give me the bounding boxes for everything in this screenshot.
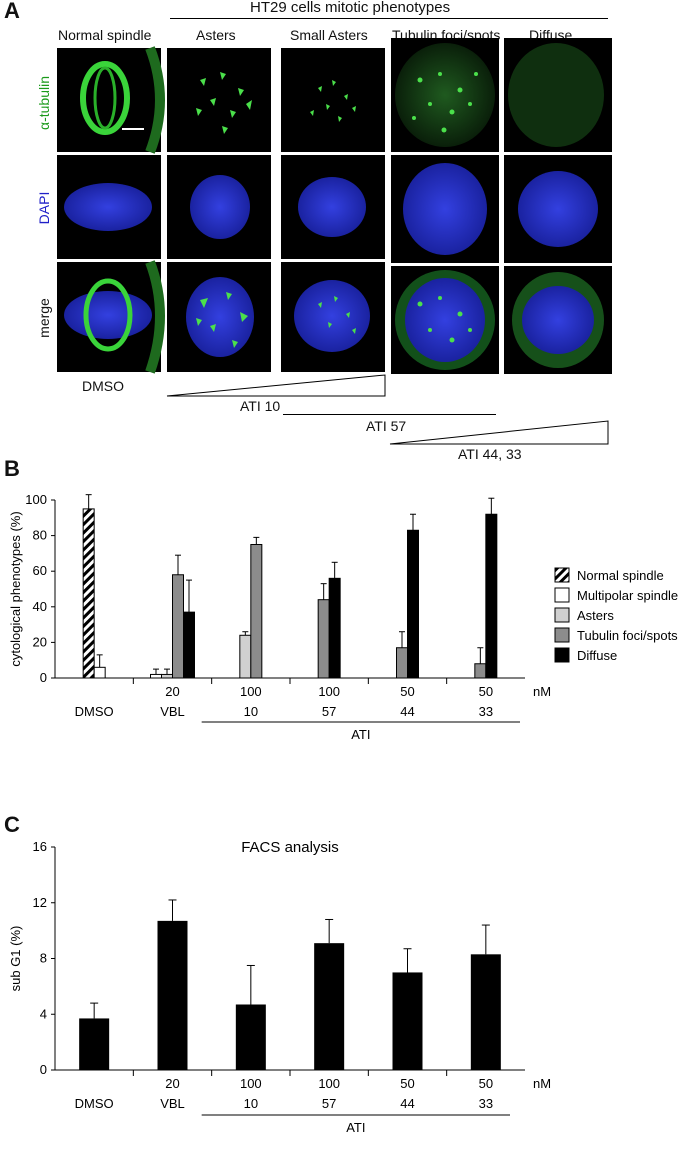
bar-b (183, 611, 195, 679)
y-tick-label-b: 0 (40, 670, 47, 685)
x-top-label-c: 100 (318, 1076, 340, 1091)
legend-label-b: Tubulin foci/spots (577, 628, 678, 643)
x-bottom-label-c: 44 (400, 1096, 414, 1111)
y-tick-label-b: 60 (33, 563, 47, 578)
panel-b-letter: B (4, 456, 20, 481)
y-tick-label-c: 0 (40, 1062, 47, 1077)
panel-a-title: HT29 cells mitotic phenotypes (250, 0, 451, 16)
bar-b (474, 663, 487, 679)
x-bottom-label-c: 57 (322, 1096, 336, 1111)
x-bottom-label-c: 10 (244, 1096, 258, 1111)
bar-c (392, 972, 423, 1070)
bar-b (328, 577, 341, 679)
x-bottom-label-b: 57 (322, 704, 336, 719)
ati-label-c: ATI (346, 1120, 365, 1135)
x-top-label-c: 100 (240, 1076, 262, 1091)
bar-b (407, 529, 419, 679)
bar-b (172, 574, 184, 679)
y-tick-label-c: 4 (40, 1006, 47, 1021)
bar-c (157, 920, 188, 1070)
bar-c (470, 954, 501, 1070)
ati4433-wedge (389, 420, 609, 445)
unit-label-c: nM (533, 1076, 551, 1091)
x-bottom-label-c: 33 (479, 1096, 493, 1111)
legend-swatch-b (554, 587, 570, 603)
y-tick-label-b: 20 (33, 634, 47, 649)
x-bottom-label-b: 33 (479, 704, 493, 719)
bar-b (317, 599, 330, 679)
bar-b (250, 544, 263, 679)
y-tick-label-b: 40 (33, 599, 47, 614)
col-header-normal-spindle: Normal spindle (58, 27, 152, 43)
legend-label-b: Normal spindle (577, 568, 664, 583)
label-ati10: ATI 10 (240, 398, 281, 414)
bar-c (79, 1018, 110, 1070)
y-tick-label-b: 80 (33, 528, 47, 543)
x-top-label-c: 50 (400, 1076, 414, 1091)
x-top-label-b: 100 (240, 684, 262, 699)
bar-c (235, 1004, 266, 1070)
bar-b (150, 673, 162, 679)
ati-label-b: ATI (351, 727, 370, 742)
x-bottom-label-b: VBL (160, 704, 185, 719)
x-bottom-label-c: DMSO (75, 1096, 114, 1111)
legend-label-b: Diffuse (577, 648, 617, 663)
bar-b (93, 666, 106, 679)
y-axis-title-b: cytological phenotypes (%) (8, 511, 23, 666)
y-axis-title-c: sub G1 (%) (8, 926, 23, 992)
legend-swatch-b (554, 627, 570, 643)
x-top-label-b: 100 (318, 684, 340, 699)
panel-c-letter: C (4, 812, 20, 837)
label-dmso-a: DMSO (82, 378, 124, 394)
y-tick-label-c: 16 (33, 839, 47, 854)
col-header-small-asters: Small Asters (290, 27, 368, 43)
x-bottom-label-c: VBL (160, 1096, 185, 1111)
x-bottom-label-b: DMSO (75, 704, 114, 719)
x-top-label-b: 50 (479, 684, 493, 699)
bar-b (396, 647, 408, 679)
legend-swatch-b (554, 567, 570, 583)
legend-swatch-b (554, 607, 570, 623)
panel-a-title-rule (170, 18, 608, 19)
legend-label-b: Asters (577, 608, 614, 623)
ati57-rule (283, 414, 496, 415)
ati10-wedge (166, 374, 386, 397)
x-bottom-label-b: 44 (400, 704, 414, 719)
bar-b (161, 673, 173, 679)
x-top-label-b: 50 (400, 684, 414, 699)
bar-c (314, 943, 345, 1070)
x-bottom-label-b: 10 (244, 704, 258, 719)
bar-b (485, 513, 498, 679)
img-small-asters-tubulin (281, 48, 385, 152)
microscopy-grid (57, 38, 612, 374)
legend-label-b: Multipolar spindle (577, 588, 678, 603)
x-top-label-b: 20 (165, 684, 179, 699)
x-top-label-c: 50 (479, 1076, 493, 1091)
panel-a-letter: A (4, 0, 20, 23)
chart-title-c: FACS analysis (241, 839, 339, 856)
bar-b (82, 508, 95, 679)
chart-c: FACS analysis 0 4 8 12 16 sub G1 (%) DMSO 20 VBL 1… (8, 839, 551, 1135)
unit-label-b: nM (533, 684, 551, 699)
bar-b (239, 634, 252, 679)
y-tick-label-c: 8 (40, 951, 47, 966)
y-tick-label-b: 100 (25, 492, 47, 507)
y-tick-label-c: 12 (33, 895, 47, 910)
label-ati57: ATI 57 (366, 418, 407, 434)
img-asters-tubulin (167, 48, 271, 152)
legend-swatch-b (554, 647, 570, 663)
label-ati4433: ATI 44, 33 (458, 446, 522, 462)
x-top-label-c: 20 (165, 1076, 179, 1091)
col-header-asters: Asters (196, 27, 236, 43)
